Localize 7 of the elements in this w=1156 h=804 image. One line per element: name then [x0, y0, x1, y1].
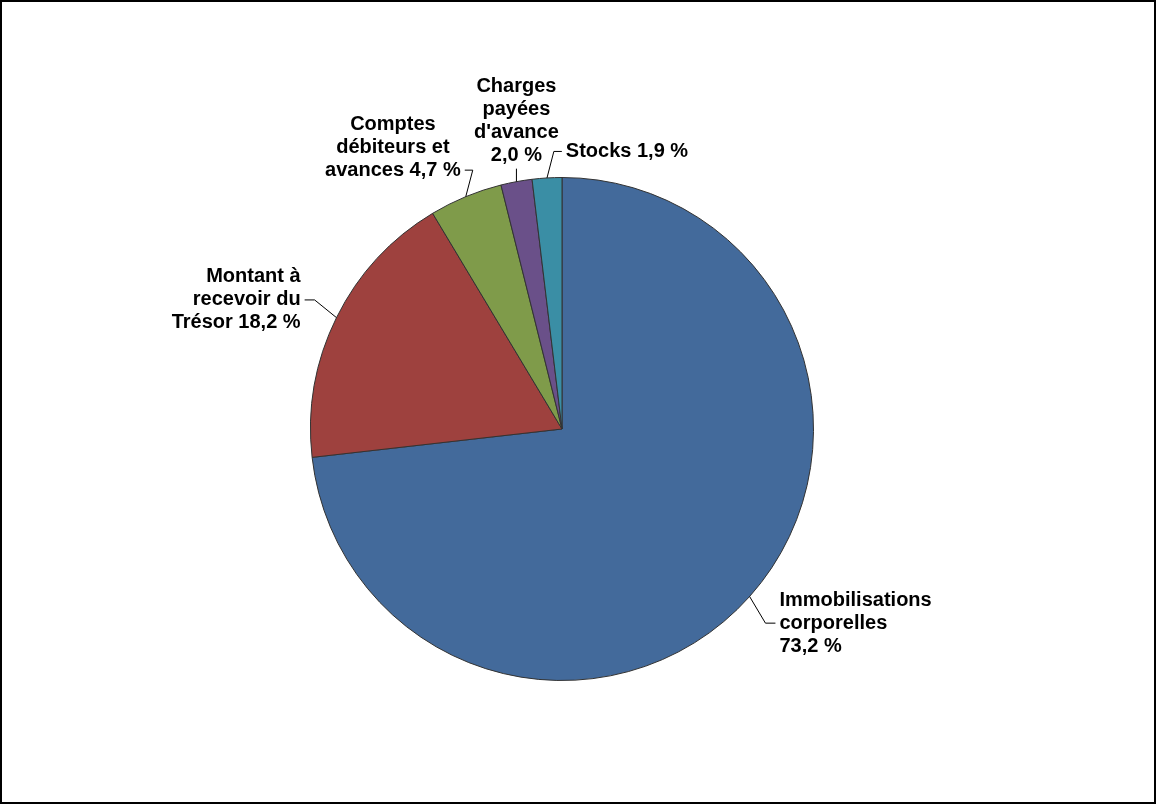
- data-label: 73,2 %: [779, 633, 842, 656]
- slice-label: Comptes débiteurs et avances 4,7 %: [325, 111, 461, 180]
- slice-label: Charges payées d'avance: [474, 73, 559, 142]
- slice-label: Stocks 1,9 %: [565, 138, 689, 161]
- data-label: 2,0 %: [490, 142, 543, 165]
- slice-label: Immobilisations corporelles: [779, 587, 932, 633]
- slice-label: Montant à recevoir du Trésor 18,2 %: [171, 264, 302, 333]
